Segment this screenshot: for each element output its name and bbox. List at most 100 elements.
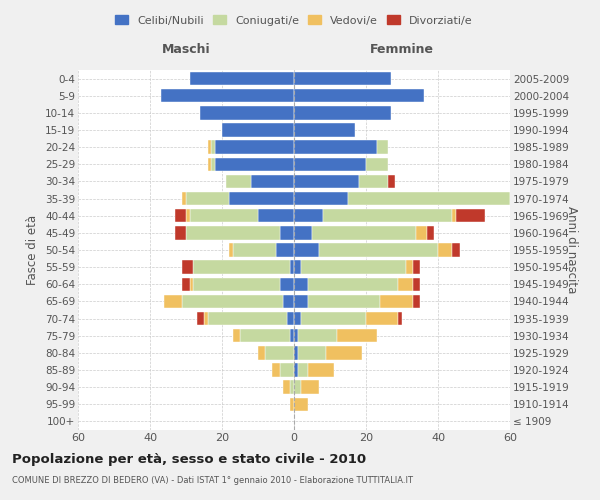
Bar [294,106,391,120]
Bar [452,244,460,256]
Bar [406,260,413,274]
Bar [294,380,301,394]
Bar [452,209,456,222]
Bar [258,346,265,360]
Bar [294,312,301,326]
Bar [233,329,240,342]
Bar [182,278,190,291]
Bar [294,260,301,274]
Bar [276,244,294,256]
Bar [312,226,416,239]
Bar [438,244,452,256]
Bar [294,346,298,360]
Bar [413,260,420,274]
Bar [301,312,366,326]
Bar [294,89,424,102]
Bar [229,192,294,205]
Bar [164,294,182,308]
Bar [413,278,420,291]
Text: Maschi: Maschi [161,42,211,56]
Bar [298,346,326,360]
Bar [416,226,427,239]
Bar [190,72,294,86]
Bar [298,364,308,376]
Bar [182,294,283,308]
Bar [359,174,388,188]
Bar [290,380,294,394]
Bar [182,192,186,205]
Bar [413,294,420,308]
Text: COMUNE DI BREZZO DI BEDERO (VA) - Dati ISTAT 1° gennaio 2010 - Elaborazione TUTT: COMUNE DI BREZZO DI BEDERO (VA) - Dati I… [12,476,413,485]
Bar [251,174,294,188]
Bar [308,364,334,376]
Bar [211,140,215,154]
Bar [226,174,251,188]
Bar [456,209,485,222]
Bar [294,72,391,86]
Bar [190,278,193,291]
Bar [280,226,294,239]
Bar [186,192,229,205]
Bar [193,278,280,291]
Bar [190,209,258,222]
Bar [233,244,276,256]
Bar [283,380,290,394]
Bar [200,106,294,120]
Bar [301,260,406,274]
Bar [208,140,211,154]
Bar [294,364,298,376]
Bar [215,158,294,171]
Bar [298,329,337,342]
Bar [287,312,294,326]
Bar [280,278,294,291]
Bar [283,294,294,308]
Bar [272,364,280,376]
Bar [208,158,211,171]
Bar [204,312,208,326]
Bar [366,312,398,326]
Bar [380,294,413,308]
Bar [294,294,308,308]
Bar [211,158,215,171]
Bar [294,140,377,154]
Bar [398,278,413,291]
Bar [398,312,402,326]
Bar [348,192,510,205]
Bar [294,244,319,256]
Bar [265,346,294,360]
Bar [294,226,312,239]
Bar [294,174,359,188]
Bar [510,192,514,205]
Bar [258,209,294,222]
Bar [326,346,362,360]
Bar [427,226,434,239]
Text: Popolazione per età, sesso e stato civile - 2010: Popolazione per età, sesso e stato civil… [12,452,366,466]
Bar [175,209,186,222]
Bar [240,329,290,342]
Text: Femmine: Femmine [370,42,434,56]
Bar [290,398,294,411]
Bar [308,278,398,291]
Bar [215,140,294,154]
Legend: Celibi/Nubili, Coniugati/e, Vedovi/e, Divorziati/e: Celibi/Nubili, Coniugati/e, Vedovi/e, Di… [111,11,477,30]
Bar [182,260,193,274]
Bar [175,226,186,239]
Bar [294,329,298,342]
Bar [197,312,204,326]
Bar [193,260,290,274]
Y-axis label: Anni di nascita: Anni di nascita [565,206,578,294]
Bar [366,158,388,171]
Bar [514,192,521,205]
Bar [290,329,294,342]
Bar [186,209,190,222]
Bar [208,312,287,326]
Bar [222,124,294,136]
Bar [323,209,452,222]
Bar [377,140,388,154]
Y-axis label: Fasce di età: Fasce di età [26,215,40,285]
Bar [294,278,308,291]
Bar [308,294,380,308]
Bar [294,192,348,205]
Bar [301,380,319,394]
Bar [388,174,395,188]
